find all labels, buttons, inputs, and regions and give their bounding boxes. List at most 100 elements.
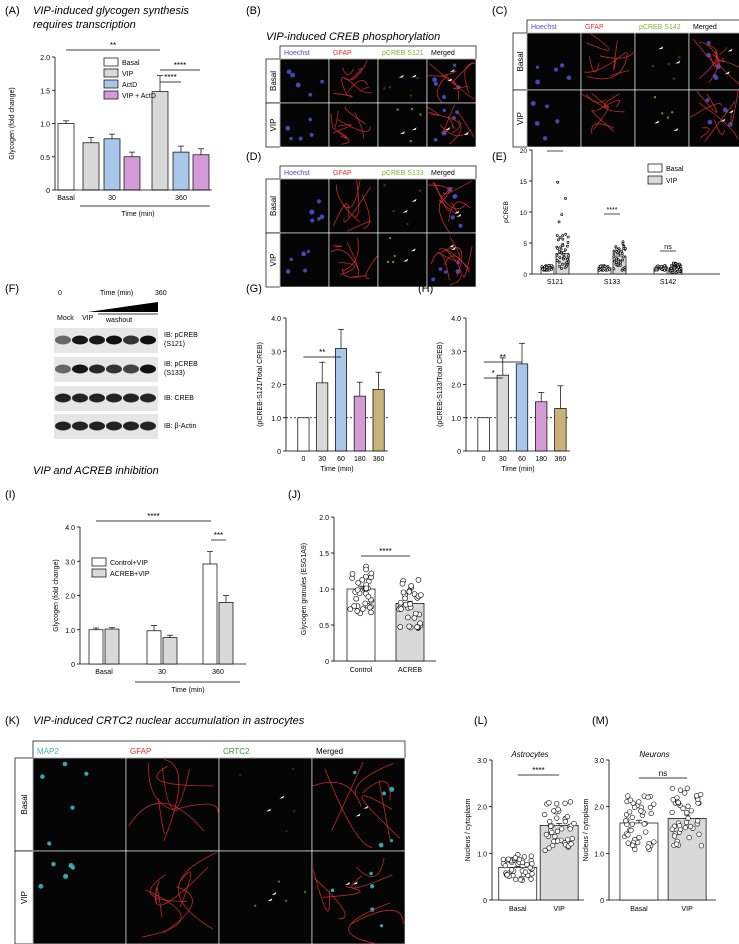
arrowhead-marker bbox=[675, 60, 681, 64]
chart-title: Astrocytes bbox=[510, 750, 548, 759]
nucleus bbox=[458, 223, 463, 228]
x-axis-label: Time (min) bbox=[320, 466, 353, 473]
gfap-filament bbox=[344, 60, 368, 81]
data-point bbox=[542, 267, 546, 271]
panel-k-images: MAP2 GFAP CRTC2 Merged Basal VIP bbox=[14, 740, 406, 944]
x-tick-label: 360 bbox=[555, 456, 567, 463]
legend-swatch bbox=[103, 79, 119, 89]
data-point bbox=[670, 269, 674, 272]
y-tick-label: 3.0 bbox=[451, 349, 461, 356]
data-point bbox=[614, 246, 618, 250]
channel-header: GFAP bbox=[333, 170, 352, 177]
bar-180min bbox=[353, 395, 366, 452]
data-point bbox=[550, 263, 553, 267]
data-point bbox=[566, 258, 570, 261]
y-axis-label: Glycogen granules (ESG1A9) bbox=[301, 543, 308, 635]
channel-header: Merged bbox=[431, 50, 455, 57]
gfap-filament bbox=[586, 33, 610, 51]
data-point bbox=[562, 800, 568, 806]
gfap-filament bbox=[346, 79, 368, 93]
arrowhead-marker bbox=[728, 109, 734, 113]
panel-g-chart: 0 1.0 2.0 3.0 4.0 (pCREB-S121/Total CREB) 0 30 6… bbox=[257, 316, 388, 473]
nucleus bbox=[438, 267, 443, 271]
gfap-filament bbox=[149, 874, 187, 902]
gfap-filament bbox=[692, 38, 720, 67]
nucleus bbox=[285, 269, 291, 274]
data-point bbox=[414, 624, 420, 630]
micrograph bbox=[426, 178, 477, 234]
x-tick-label: ACREB bbox=[398, 667, 422, 674]
blot-band bbox=[123, 364, 139, 374]
signal-spot bbox=[277, 880, 281, 883]
y-axis-label: Glycogen (fold change) bbox=[53, 559, 60, 631]
data-point bbox=[621, 267, 625, 271]
arrowhead-marker bbox=[399, 131, 405, 135]
x-tick-label: 30 bbox=[499, 456, 507, 463]
x-group-label: Basal bbox=[57, 195, 75, 202]
gfap-filament bbox=[599, 52, 634, 59]
gfap-filament bbox=[699, 127, 710, 139]
row-label: VIP bbox=[20, 891, 29, 904]
data-point bbox=[400, 589, 407, 596]
bar-30min bbox=[496, 374, 509, 452]
y-tick-label: 0 bbox=[71, 662, 75, 669]
micrograph bbox=[377, 232, 428, 288]
data-point bbox=[660, 267, 664, 271]
blot-band bbox=[106, 421, 122, 431]
data-point bbox=[615, 257, 618, 261]
gfap-filament bbox=[696, 91, 718, 113]
data-point bbox=[645, 844, 651, 850]
nucleus bbox=[382, 791, 387, 796]
y-tick-label: 15 bbox=[520, 179, 528, 186]
legend-swatch bbox=[103, 90, 119, 100]
gfap-filament bbox=[428, 63, 475, 100]
data-point bbox=[561, 262, 564, 266]
data-point bbox=[500, 856, 506, 862]
blot-antibody-label: IB: pCREB bbox=[164, 332, 198, 339]
data-point bbox=[673, 841, 680, 847]
data-point bbox=[547, 818, 553, 825]
arrowhead-marker bbox=[449, 68, 455, 72]
data-point bbox=[545, 265, 549, 269]
panel-a-title-line1: VIP-induced glycogen synthesis bbox=[33, 5, 189, 17]
y-tick-label: 20 bbox=[520, 148, 528, 155]
blot-band bbox=[55, 335, 71, 345]
data-point bbox=[669, 785, 675, 792]
gfap-filament bbox=[604, 93, 625, 113]
nucleus bbox=[316, 199, 322, 204]
data-point bbox=[551, 808, 557, 814]
arrowhead-marker bbox=[271, 891, 277, 895]
data-point bbox=[676, 822, 683, 829]
y-tick-label: 1.0 bbox=[271, 416, 281, 423]
nucleus bbox=[309, 209, 315, 215]
gfap-filament bbox=[585, 93, 607, 103]
blot-band bbox=[106, 364, 122, 374]
data-point bbox=[542, 847, 548, 854]
y-tick-label: 0.5 bbox=[40, 155, 50, 162]
x-tick-label: 30 bbox=[318, 456, 326, 463]
blot-band bbox=[55, 393, 71, 403]
gfap-filament bbox=[330, 249, 360, 271]
blot-band bbox=[140, 335, 156, 345]
arrowhead-marker bbox=[398, 74, 404, 78]
data-point bbox=[362, 600, 369, 607]
data-point bbox=[651, 801, 657, 807]
significance-label: ns bbox=[664, 244, 672, 251]
arrowhead-marker bbox=[352, 881, 358, 885]
x-group-label: 30 bbox=[158, 669, 166, 676]
panel-i-letter: (I) bbox=[5, 489, 15, 501]
nucleus bbox=[290, 72, 296, 78]
x-group-label: 360 bbox=[212, 669, 224, 676]
data-point bbox=[568, 841, 574, 847]
gfap-filament bbox=[361, 795, 401, 839]
channel-header: GFAP bbox=[333, 50, 352, 57]
blot-band bbox=[106, 393, 122, 403]
blot-band bbox=[72, 393, 88, 403]
nucleus bbox=[389, 839, 394, 843]
data-point bbox=[680, 805, 686, 812]
gfap-filament bbox=[342, 268, 367, 278]
data-point bbox=[659, 265, 663, 268]
bar-60min bbox=[515, 363, 529, 452]
y-tick-label: 1.0 bbox=[477, 851, 487, 858]
